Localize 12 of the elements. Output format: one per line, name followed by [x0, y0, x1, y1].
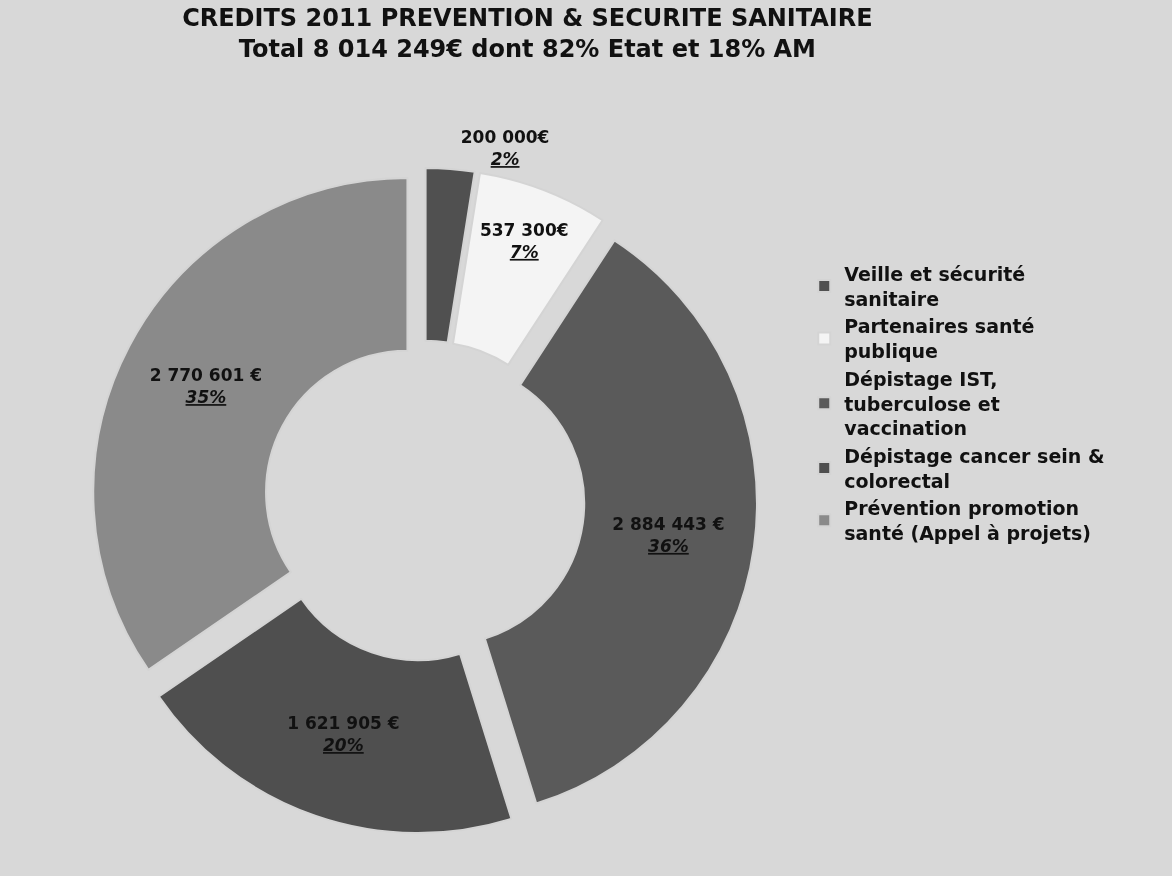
data-label: 200 000€ 2% — [460, 126, 550, 170]
chart-subtitle: Total 8 014 249€ dont 82% Etat et 18% AM — [238, 35, 817, 64]
data-label: 537 300€ 7% — [479, 219, 569, 262]
legend-label: Partenaires santé publique — [844, 315, 1035, 363]
data-label: 2 884 443 € 36% — [612, 513, 725, 556]
legend-label: Prévention promotion santé (Appel à projets) — [844, 497, 1092, 545]
data-label: 2 770 601 € 35% — [149, 364, 263, 408]
data-label: 1 621 905 € 20% — [287, 712, 400, 756]
legend-label: Dépistage IST, tuberculose et vaccination — [844, 367, 1000, 440]
chart-title: CREDITS 2011 PREVENTION & SECURITE SANITAIRE — [182, 4, 873, 33]
legend-label: Dépistage cancer sein & colorectal — [844, 444, 1105, 492]
legend-label: Veille et sécurité sanitaire — [844, 263, 1026, 310]
